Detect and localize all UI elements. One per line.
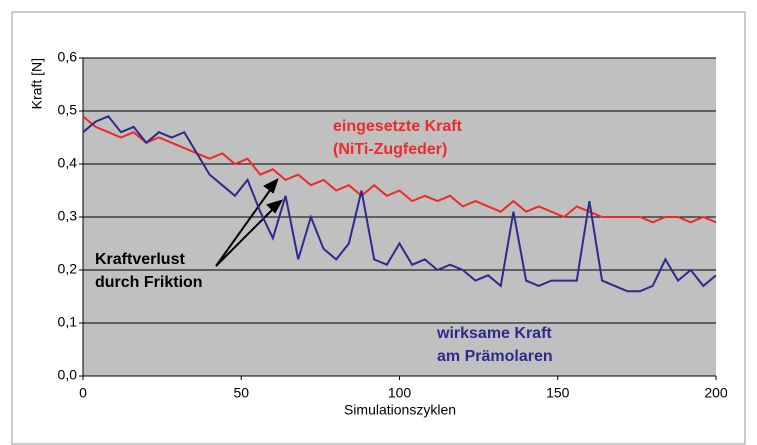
y-tick-label: 0,6	[58, 49, 78, 65]
y-axis-label: Kraft [N]	[29, 58, 45, 109]
line	[82, 115, 717, 224]
x-tick-label: 200	[704, 385, 728, 401]
y-tick-label: 0,4	[58, 155, 78, 171]
x-tick-label: 50	[233, 385, 249, 401]
y-tick-label: 0,1	[58, 314, 78, 330]
annotation: durch Friktion	[95, 274, 203, 291]
y-tick-label: 0,2	[58, 261, 78, 277]
annotation: am Prämolaren	[437, 348, 553, 365]
x-tick-label: 100	[388, 385, 412, 401]
annotation: eingesetzte Kraft	[333, 118, 463, 135]
x-axis-label: Simulationszyklen	[344, 402, 456, 418]
y-tick-label: 0,0	[58, 367, 78, 383]
annotation: wirksame Kraft	[436, 325, 552, 342]
x-tick-label: 150	[546, 385, 570, 401]
annotation: Kraftverlust	[95, 251, 185, 268]
line	[82, 115, 717, 293]
y-tick-label: 0,5	[58, 102, 78, 118]
x-tick-label: 0	[79, 385, 87, 401]
annotation: (NiTi-Zugfeder)	[333, 141, 447, 158]
y-tick-label: 0,3	[58, 208, 78, 224]
